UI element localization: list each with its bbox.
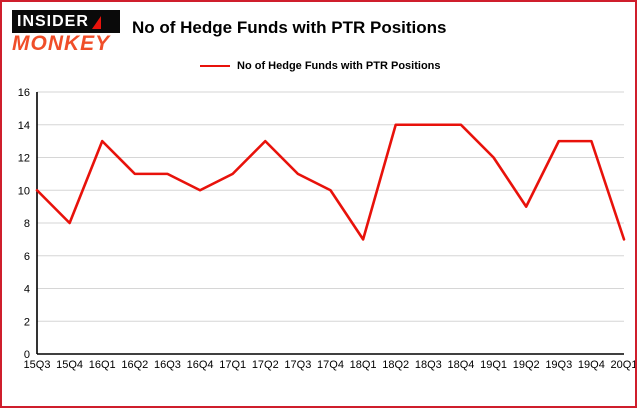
- y-tick-label: 8: [24, 218, 30, 230]
- x-tick-label: 16Q4: [187, 359, 214, 371]
- y-tick-label: 4: [24, 284, 30, 296]
- logo-triangle-icon: [91, 15, 101, 29]
- x-tick-label: 16Q1: [89, 359, 116, 371]
- x-tick-label: 19Q4: [578, 359, 605, 371]
- logo-text-insider: INSIDER: [17, 13, 89, 30]
- series-line: [35, 123, 626, 241]
- x-tick-label: 18Q3: [415, 359, 442, 371]
- logo-top-bar: INSIDER: [12, 10, 120, 33]
- x-tick-label: 19Q2: [513, 359, 540, 371]
- x-tick-label: 17Q1: [219, 359, 246, 371]
- x-tick-label: 18Q1: [350, 359, 377, 371]
- x-tick-label: 19Q3: [545, 359, 572, 371]
- x-tick-label: 17Q2: [252, 359, 279, 371]
- y-tick-label: 12: [18, 153, 30, 165]
- x-tick-label: 16Q2: [121, 359, 148, 371]
- x-tick-label: 18Q4: [447, 359, 474, 371]
- x-tick-label: 17Q3: [284, 359, 311, 371]
- logo-text-monkey: MONKEY: [12, 32, 111, 55]
- y-tick-label: 10: [18, 185, 30, 197]
- chart-title: No of Hedge Funds with PTR Positions: [132, 18, 447, 37]
- legend-label: No of Hedge Funds with PTR Positions: [237, 60, 441, 72]
- insider-monkey-logo: INSIDER MONKEY: [12, 10, 120, 55]
- y-tick-label: 16: [18, 87, 30, 99]
- x-tick-label: 19Q1: [480, 359, 507, 371]
- legend-line-swatch: [200, 65, 230, 67]
- y-tick-label: 0: [24, 349, 30, 361]
- y-tick-label: 2: [24, 316, 30, 328]
- x-tick-label: 15Q3: [24, 359, 51, 371]
- x-tick-label: 18Q2: [382, 359, 409, 371]
- x-tick-label: 15Q4: [56, 359, 83, 371]
- x-tick-label: 16Q3: [154, 359, 181, 371]
- x-tick-label: 17Q4: [317, 359, 344, 371]
- line-chart-plot: 0 2 4 6 8 10 12 14 16 15Q3 15Q4 16Q1 16Q2 16Q3 16Q4 17Q…: [18, 87, 635, 371]
- x-tick-label: 20Q1: [611, 359, 635, 371]
- y-tick-label: 14: [18, 120, 30, 132]
- y-tick-label: 6: [24, 251, 30, 263]
- chart-legend: No of Hedge Funds with PTR Positions: [200, 60, 441, 72]
